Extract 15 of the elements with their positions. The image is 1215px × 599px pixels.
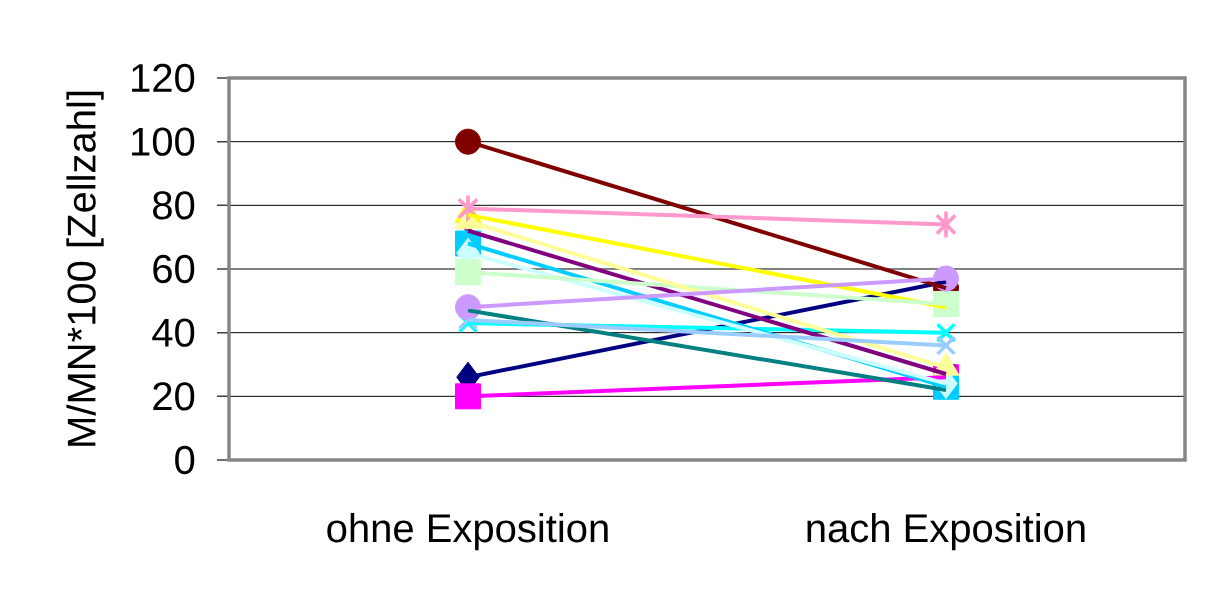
- y-axis-title: M/MN*100 [Zellzahl]: [66, 91, 104, 446]
- y-tick-label: 60: [153, 254, 195, 284]
- y-tick-label: 20: [153, 382, 195, 411]
- y-tick-label: 100: [132, 127, 195, 156]
- x-tick-label: ohne Exposition: [327, 513, 608, 551]
- point: [455, 383, 482, 410]
- point: [455, 128, 482, 155]
- point: [935, 211, 957, 238]
- point: [455, 259, 482, 286]
- point: [935, 335, 957, 356]
- y-tick-label: 0: [175, 445, 195, 475]
- y-tick-label: 80: [153, 191, 195, 220]
- y-tick-label: 40: [152, 318, 195, 347]
- x-tick-label: nach Exposition: [807, 513, 1085, 551]
- y-tick-label: 120: [132, 63, 195, 93]
